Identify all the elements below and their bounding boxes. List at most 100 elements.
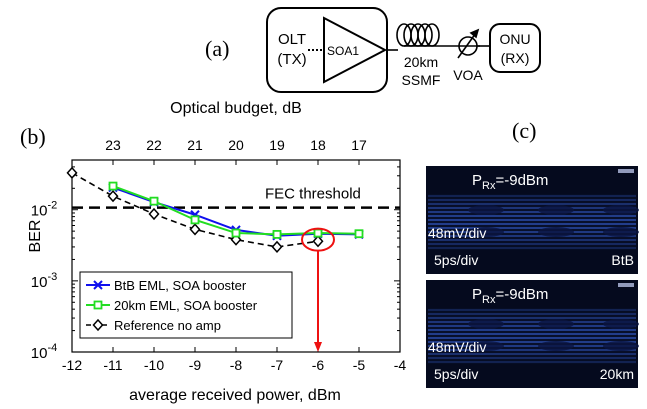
x-tick-label: -4	[394, 357, 407, 373]
data-point	[271, 240, 283, 254]
panel-label-c: (c)	[512, 118, 536, 143]
power-symbol: P	[472, 286, 482, 303]
eye-opening	[603, 227, 639, 237]
ber-chart: -12 -11 -10 -9 -8 -7 -6 -5 -423 22 21 20 19 18 1710-41…	[31, 137, 407, 373]
eye-opening	[538, 205, 574, 215]
power-subscript: Rx	[482, 294, 496, 306]
x-tick-label: -11	[103, 357, 122, 373]
eye-opening	[468, 227, 504, 237]
vertical-scale-label: 48mV/div	[428, 339, 486, 355]
power-value: =-9dBm	[495, 286, 548, 303]
eye-opening	[603, 319, 639, 329]
scope-badge	[618, 169, 634, 173]
top-tick-label: 21	[187, 137, 203, 153]
top-tick-label: 23	[105, 137, 121, 153]
y-tick-exponent: -4	[47, 342, 57, 354]
legend: BtB EML, SOA booster 20km EML, SOA booste…	[79, 271, 293, 339]
panel-label-b: (b)	[20, 124, 46, 149]
top-axis-label: Optical budget, dB	[170, 100, 302, 117]
voa-label: VOA	[453, 67, 483, 83]
eye-opening	[468, 205, 504, 215]
received-power-label: PRx=-9dBm	[472, 286, 548, 306]
data-point	[108, 181, 118, 191]
data-point	[189, 223, 201, 236]
eye-condition-tag: 20km	[600, 366, 634, 382]
eye-opening	[603, 205, 639, 215]
data-point	[149, 196, 159, 206]
data-point	[272, 229, 282, 239]
eye-opening	[468, 341, 504, 351]
x-tick-label: -5	[353, 357, 366, 373]
x-tick-label: -8	[230, 357, 243, 373]
vertical-scale-label: 48mV/div	[428, 225, 486, 241]
y-tick-base: 10	[31, 203, 48, 220]
voa-attenuator-icon	[457, 28, 490, 59]
y-tick-exponent: -2	[47, 200, 57, 212]
data-point	[107, 190, 119, 203]
onu-label: ONU	[499, 31, 530, 47]
top-tick-label: 18	[310, 137, 326, 153]
x-tick-label: -9	[189, 357, 202, 373]
eye-opening	[603, 341, 639, 351]
y-tick-base: 10	[31, 274, 48, 291]
y-axis-label: BER	[27, 220, 44, 253]
eye-opening	[538, 227, 574, 237]
fiber-type-label: SSMF	[402, 72, 441, 88]
soa-label: SOA1	[327, 44, 359, 58]
time-scale-label: 5ps/div	[434, 366, 478, 382]
x-tick-label: -12	[62, 357, 82, 373]
fiber-spool-icon	[387, 23, 480, 51]
power-value: =-9dBm	[495, 172, 548, 189]
eye-diagram-1: PRx=-9dBm 48mV/div 5ps/div BtB	[426, 166, 639, 274]
legend-label: Reference no amp	[114, 318, 221, 333]
onu-box	[489, 23, 541, 73]
onu-rx-label: (RX)	[501, 50, 530, 66]
data-point	[354, 229, 364, 239]
soa-amplifier-symbol	[323, 16, 388, 84]
data-point	[190, 215, 200, 225]
eye-opening	[538, 319, 574, 329]
olt-label: OLT	[278, 31, 306, 48]
data-point	[66, 166, 78, 179]
scope-badge	[618, 283, 634, 287]
eye-opening	[468, 319, 504, 329]
power-symbol: P	[472, 172, 482, 189]
y-tick-label: 10-3	[31, 271, 57, 291]
y-tick-label: 10-4	[31, 342, 57, 362]
legend-marker	[93, 280, 103, 290]
eye-diagram-2: PRx=-9dBm 48mV/div 5ps/div 20km	[426, 280, 639, 388]
data-point	[231, 228, 241, 238]
series-square	[108, 181, 364, 239]
fec-threshold-label: FEC threshold	[265, 186, 361, 203]
eye-opening	[538, 341, 574, 351]
legend-marker	[92, 318, 104, 332]
time-scale-label: 5ps/div	[434, 252, 478, 268]
y-tick-label: 10-2	[31, 200, 57, 220]
top-tick-label: 20	[228, 137, 244, 153]
legend-label: 20km EML, SOA booster	[114, 298, 258, 313]
data-point	[312, 235, 324, 248]
marker-stroke	[93, 280, 103, 290]
received-power-label: PRx=-9dBm	[472, 172, 548, 192]
data-point	[148, 207, 160, 221]
eye-condition-tag: BtB	[611, 252, 634, 268]
x-tick-label: -10	[144, 357, 164, 373]
power-subscript: Rx	[482, 180, 496, 192]
y-tick-exponent: -3	[47, 271, 57, 283]
highlight-arrowhead	[314, 342, 322, 352]
top-tick-label: 22	[146, 137, 162, 153]
olt-tx-label: (TX)	[277, 51, 306, 68]
top-tick-label: 19	[269, 137, 285, 153]
x-axis-label: average received power, dBm	[129, 387, 341, 404]
legend-label: BtB EML, SOA booster	[114, 278, 247, 293]
x-tick-label: -7	[271, 357, 284, 373]
legend-marker	[93, 300, 103, 310]
top-tick-label: 17	[351, 137, 367, 153]
data-point	[313, 228, 323, 238]
legend-box	[79, 271, 293, 339]
y-tick-base: 10	[31, 345, 48, 362]
x-tick-label: -6	[312, 357, 325, 373]
fiber-length-label: 20km	[404, 54, 438, 70]
